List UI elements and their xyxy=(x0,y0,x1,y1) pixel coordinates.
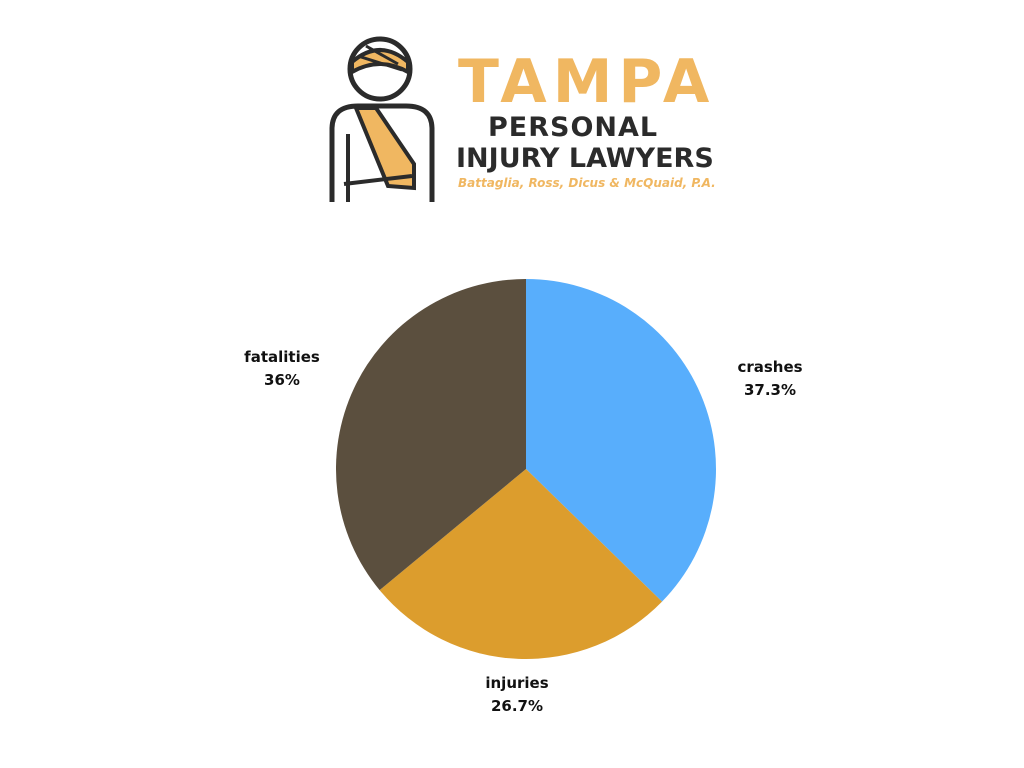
logo-title: TAMPA xyxy=(458,47,716,117)
logo: TAMPA PERSONAL INJURY LAWYERS Battaglia,… xyxy=(328,34,716,204)
logo-firm-name: Battaglia, Ross, Dicus & McQuaid, P.A. xyxy=(458,176,716,190)
slice-value-fatalities: 36% xyxy=(264,371,300,389)
slice-value-crashes: 37.3% xyxy=(744,381,796,399)
logo-subtitle-personal: PERSONAL xyxy=(488,112,659,143)
slice-value-injuries: 26.7% xyxy=(491,697,543,715)
pie-slice-fatalities xyxy=(336,279,526,591)
injured-person-icon xyxy=(329,36,435,202)
slice-label-fatalities: fatalities xyxy=(244,348,320,366)
slice-label-crashes: crashes xyxy=(737,358,802,376)
logo-subtitle-injury-lawyers: INJURY LAWYERS xyxy=(456,143,714,174)
slice-label-injuries: injuries xyxy=(485,674,548,692)
pie-slice-injuries xyxy=(379,469,663,659)
pie-slice-crashes xyxy=(526,279,717,602)
